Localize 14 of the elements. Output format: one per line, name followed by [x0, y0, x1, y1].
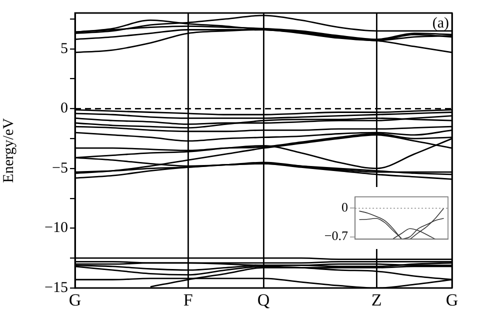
x-tick-label: Q: [257, 290, 270, 310]
y-axis-title: Energy/eV: [0, 118, 17, 183]
y-tick-label: −0.7: [324, 228, 348, 244]
x-tick-label: G: [68, 290, 82, 310]
y-tick-label: 0: [342, 200, 348, 215]
y-tick-label: −15: [44, 280, 68, 296]
y-tick-label: 0: [60, 100, 68, 117]
y-tick-label: −5: [52, 160, 68, 176]
x-tick-label: F: [183, 290, 193, 310]
y-tick-label: 5: [60, 40, 68, 57]
x-tick-label: Z: [371, 290, 382, 310]
y-tick-label: −10: [44, 220, 68, 236]
x-tick-label: G: [446, 290, 458, 310]
annotation: (a): [432, 15, 449, 32]
